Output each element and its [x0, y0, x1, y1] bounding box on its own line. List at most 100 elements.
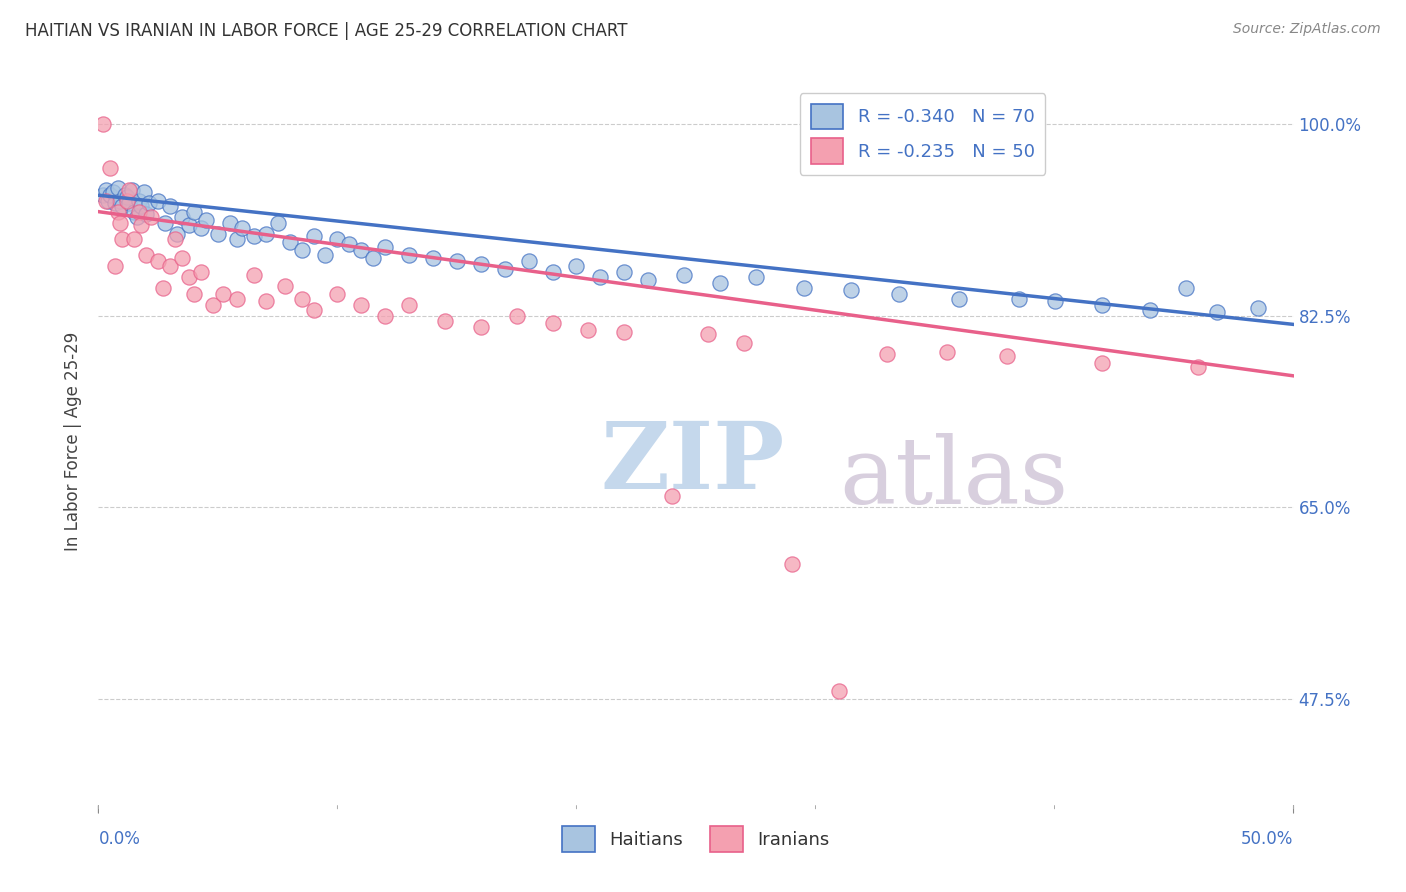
Point — [995, 349, 1018, 363]
Y-axis label: In Labor Force | Age 25-29: In Labor Force | Age 25-29 — [65, 332, 83, 551]
Point — [828, 684, 851, 698]
Point — [1043, 294, 1066, 309]
Point — [876, 347, 898, 361]
Point — [101, 185, 124, 199]
Point — [91, 188, 114, 202]
Point — [733, 336, 755, 351]
Point — [183, 204, 205, 219]
Point — [936, 344, 959, 359]
Point — [398, 298, 420, 312]
Point — [139, 210, 162, 224]
Point — [195, 213, 218, 227]
Point — [202, 298, 225, 312]
Point — [578, 323, 600, 337]
Point — [243, 268, 266, 282]
Point — [211, 286, 233, 301]
Point — [108, 216, 131, 230]
Point — [1139, 303, 1161, 318]
Point — [1206, 305, 1229, 319]
Point — [128, 194, 150, 208]
Point — [1091, 298, 1114, 312]
Point — [190, 221, 212, 235]
Point — [1008, 292, 1031, 306]
Point — [135, 248, 157, 262]
Point — [159, 260, 181, 274]
Point — [326, 286, 349, 301]
Point — [111, 199, 134, 213]
Point — [291, 292, 314, 306]
Point — [107, 180, 129, 194]
Point — [138, 195, 160, 210]
Point — [128, 204, 150, 219]
Point — [1175, 281, 1198, 295]
Point — [326, 232, 349, 246]
Point — [398, 248, 420, 262]
Point — [98, 161, 122, 175]
Point — [163, 232, 186, 246]
Point — [470, 319, 492, 334]
Point — [374, 240, 396, 254]
Point — [135, 207, 157, 221]
Point — [94, 183, 117, 197]
Point — [673, 268, 696, 282]
Point — [98, 188, 122, 202]
Point — [179, 218, 201, 232]
Point — [780, 557, 803, 571]
Point — [115, 194, 138, 208]
Point — [948, 292, 970, 306]
Point — [494, 261, 516, 276]
Legend: Haitians, Iranians: Haitians, Iranians — [555, 819, 837, 859]
Point — [91, 117, 114, 131]
Point — [506, 309, 529, 323]
Text: 0.0%: 0.0% — [98, 830, 141, 848]
Point — [470, 257, 492, 271]
Point — [172, 251, 194, 265]
Point — [793, 281, 815, 295]
Point — [166, 227, 188, 241]
Point — [108, 194, 131, 208]
Point — [243, 228, 266, 243]
Point — [637, 272, 659, 286]
Point — [111, 232, 134, 246]
Point — [159, 199, 181, 213]
Point — [254, 227, 277, 241]
Point — [350, 243, 373, 257]
Point — [709, 276, 731, 290]
Point — [125, 210, 148, 224]
Point — [267, 216, 290, 230]
Point — [1187, 360, 1209, 375]
Point — [104, 260, 127, 274]
Point — [148, 253, 170, 268]
Point — [183, 286, 205, 301]
Point — [434, 314, 457, 328]
Point — [446, 253, 468, 268]
Point — [219, 216, 242, 230]
Point — [172, 210, 194, 224]
Point — [1247, 301, 1270, 315]
Point — [374, 309, 396, 323]
Point — [152, 281, 174, 295]
Point — [226, 292, 249, 306]
Text: atlas: atlas — [839, 433, 1069, 523]
Point — [315, 248, 337, 262]
Point — [422, 251, 444, 265]
Point — [661, 489, 683, 503]
Point — [131, 199, 153, 213]
Point — [97, 194, 120, 208]
Text: HAITIAN VS IRANIAN IN LABOR FORCE | AGE 25-29 CORRELATION CHART: HAITIAN VS IRANIAN IN LABOR FORCE | AGE … — [25, 22, 628, 40]
Point — [115, 190, 138, 204]
Point — [254, 294, 277, 309]
Text: ZIP: ZIP — [600, 418, 785, 508]
Point — [278, 235, 301, 250]
Point — [179, 270, 201, 285]
Point — [107, 204, 129, 219]
Point — [517, 253, 540, 268]
Point — [697, 327, 720, 342]
Point — [231, 221, 253, 235]
Point — [613, 265, 636, 279]
Point — [565, 260, 588, 274]
Point — [124, 204, 146, 219]
Point — [302, 303, 325, 318]
Point — [274, 279, 297, 293]
Point — [190, 265, 212, 279]
